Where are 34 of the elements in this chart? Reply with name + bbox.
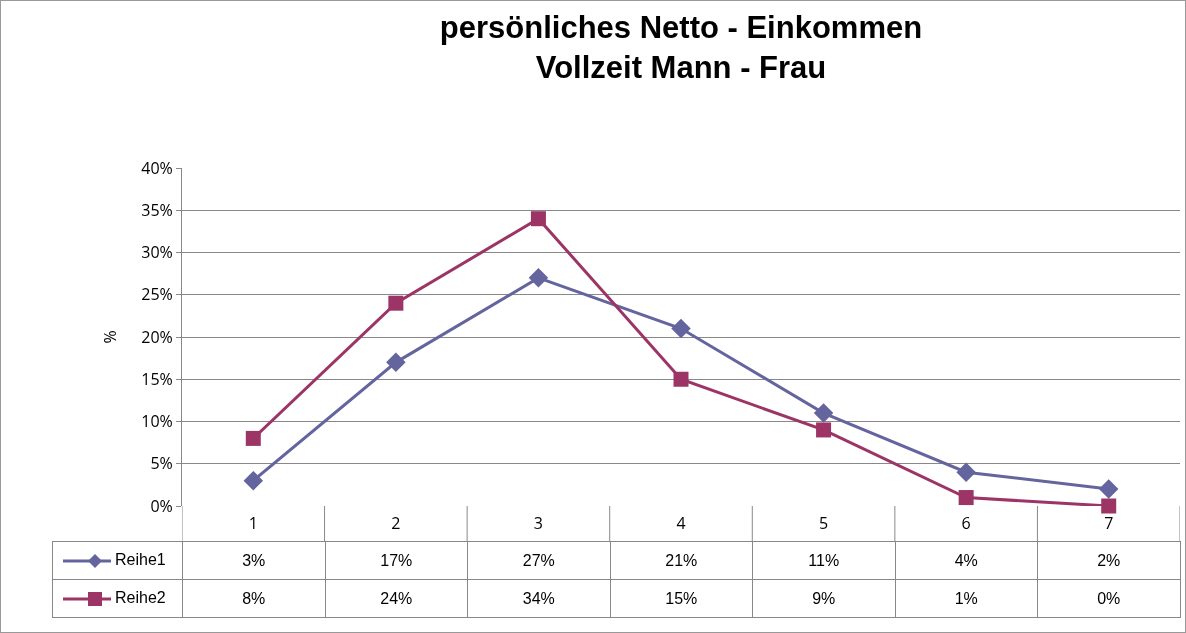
x-tick-label: 5 xyxy=(818,512,829,534)
y-axis-title: % xyxy=(99,330,122,344)
y-tick-label: 15% xyxy=(141,367,173,390)
data-label: 4% xyxy=(895,541,1038,580)
x-tick-label: 6 xyxy=(961,512,971,534)
data-label: 2% xyxy=(1037,541,1180,580)
x-tick-label: 1 xyxy=(248,512,258,534)
data-label: 24% xyxy=(325,579,468,618)
x-tick-label: 7 xyxy=(1104,512,1114,534)
data-label: 27% xyxy=(467,541,610,580)
legend-label: Reihe2 xyxy=(115,588,166,606)
y-tick-label: 5% xyxy=(150,452,173,475)
y-tick-label: 25% xyxy=(141,283,173,306)
data-label: 3% xyxy=(182,541,325,580)
data-label: 17% xyxy=(325,541,468,580)
chart-title: persönliches Netto - Einkommen Vollzeit Mann - Frau xyxy=(439,9,923,86)
x-tick-label: 2 xyxy=(391,512,401,534)
y-tick-label: 30% xyxy=(141,241,173,264)
legend-label: Reihe1 xyxy=(115,550,166,568)
data-label: 34% xyxy=(467,579,610,618)
x-tick-label: 3 xyxy=(533,512,544,534)
data-label: 21% xyxy=(610,541,753,580)
y-tick-label: 0% xyxy=(150,494,173,517)
data-label: 0% xyxy=(1037,579,1180,618)
data-label: 8% xyxy=(182,579,325,618)
data-label: 9% xyxy=(752,579,895,618)
y-tick-label: 35% xyxy=(141,198,173,221)
data-label: 11% xyxy=(752,541,895,580)
y-tick-label: 10% xyxy=(141,410,173,433)
data-label: 1% xyxy=(895,579,1038,618)
x-tick-label: 4 xyxy=(676,512,686,534)
data-label: 15% xyxy=(610,579,753,618)
y-tick-label: 40% xyxy=(141,156,173,179)
y-tick-label: 20% xyxy=(141,325,173,348)
